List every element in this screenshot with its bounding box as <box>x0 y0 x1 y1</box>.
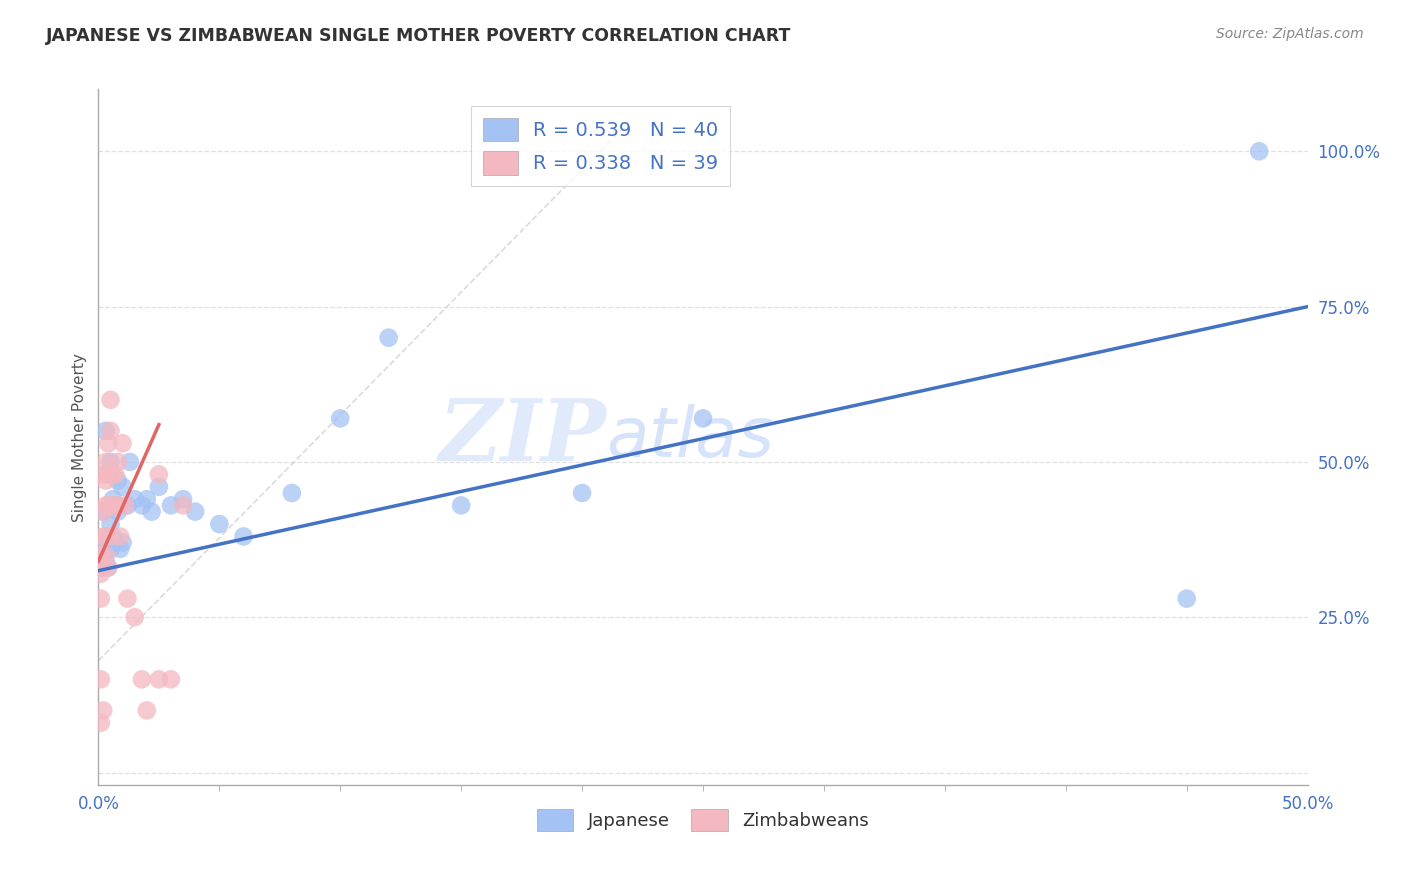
Point <box>90 673 112 687</box>
Point <box>104 499 127 513</box>
Point <box>104 467 127 482</box>
Point <box>107 455 129 469</box>
Text: ZIP: ZIP <box>439 395 606 479</box>
Point <box>160 499 183 513</box>
Point <box>91 467 114 482</box>
Point <box>104 499 127 513</box>
Point <box>90 548 112 562</box>
Point <box>100 392 122 407</box>
Point <box>94 554 117 568</box>
Point <box>94 499 117 513</box>
Point <box>172 492 194 507</box>
Point <box>232 529 254 543</box>
Point <box>571 486 593 500</box>
Point <box>100 541 122 556</box>
Point <box>94 529 117 543</box>
Point <box>135 703 157 717</box>
Point <box>91 541 114 556</box>
Point <box>94 529 117 543</box>
Point <box>97 467 120 482</box>
Point <box>97 436 120 450</box>
Point <box>111 436 134 450</box>
Point <box>172 499 194 513</box>
Point <box>377 331 399 345</box>
Point <box>160 673 183 687</box>
Point <box>94 424 117 438</box>
Point <box>124 610 146 624</box>
Point <box>148 480 170 494</box>
Point <box>108 529 131 543</box>
Point <box>100 455 122 469</box>
Point <box>208 516 231 531</box>
Point <box>97 535 120 549</box>
Point <box>91 505 114 519</box>
Point <box>94 548 117 562</box>
Point <box>97 499 120 513</box>
Point <box>90 560 112 574</box>
Point <box>91 703 114 717</box>
Point <box>131 673 153 687</box>
Text: atlas: atlas <box>606 403 775 471</box>
Point <box>111 535 134 549</box>
Point <box>131 499 153 513</box>
Point <box>114 499 136 513</box>
Text: JAPANESE VS ZIMBABWEAN SINGLE MOTHER POVERTY CORRELATION CHART: JAPANESE VS ZIMBABWEAN SINGLE MOTHER POV… <box>46 27 792 45</box>
Point <box>100 516 122 531</box>
Point <box>90 715 112 730</box>
Point <box>108 541 131 556</box>
Point <box>97 560 120 574</box>
Text: Source: ZipAtlas.com: Source: ZipAtlas.com <box>1216 27 1364 41</box>
Point <box>281 486 304 500</box>
Point <box>1175 591 1198 606</box>
Point <box>141 505 163 519</box>
Point <box>104 535 127 549</box>
Point <box>1249 145 1271 159</box>
Point <box>90 566 112 581</box>
Point <box>118 455 141 469</box>
Point <box>101 499 124 513</box>
Point <box>117 591 139 606</box>
Legend: Japanese, Zimbabweans: Japanese, Zimbabweans <box>530 802 876 838</box>
Point <box>329 411 352 425</box>
Point <box>135 492 157 507</box>
Point <box>148 673 170 687</box>
Point <box>148 467 170 482</box>
Point <box>90 591 112 606</box>
Point <box>91 529 114 543</box>
Y-axis label: Single Mother Poverty: Single Mother Poverty <box>72 352 87 522</box>
Point <box>94 455 117 469</box>
Point <box>101 529 124 543</box>
Point <box>107 474 129 488</box>
Point <box>101 467 124 482</box>
Point <box>100 529 122 543</box>
Point <box>107 499 129 513</box>
Point <box>107 505 129 519</box>
Point <box>100 424 122 438</box>
Point <box>124 492 146 507</box>
Point <box>94 474 117 488</box>
Point <box>101 492 124 507</box>
Point <box>184 505 207 519</box>
Point <box>450 499 472 513</box>
Point <box>117 499 139 513</box>
Point <box>692 411 714 425</box>
Point <box>97 560 120 574</box>
Point <box>111 480 134 494</box>
Point <box>91 560 114 574</box>
Point <box>91 505 114 519</box>
